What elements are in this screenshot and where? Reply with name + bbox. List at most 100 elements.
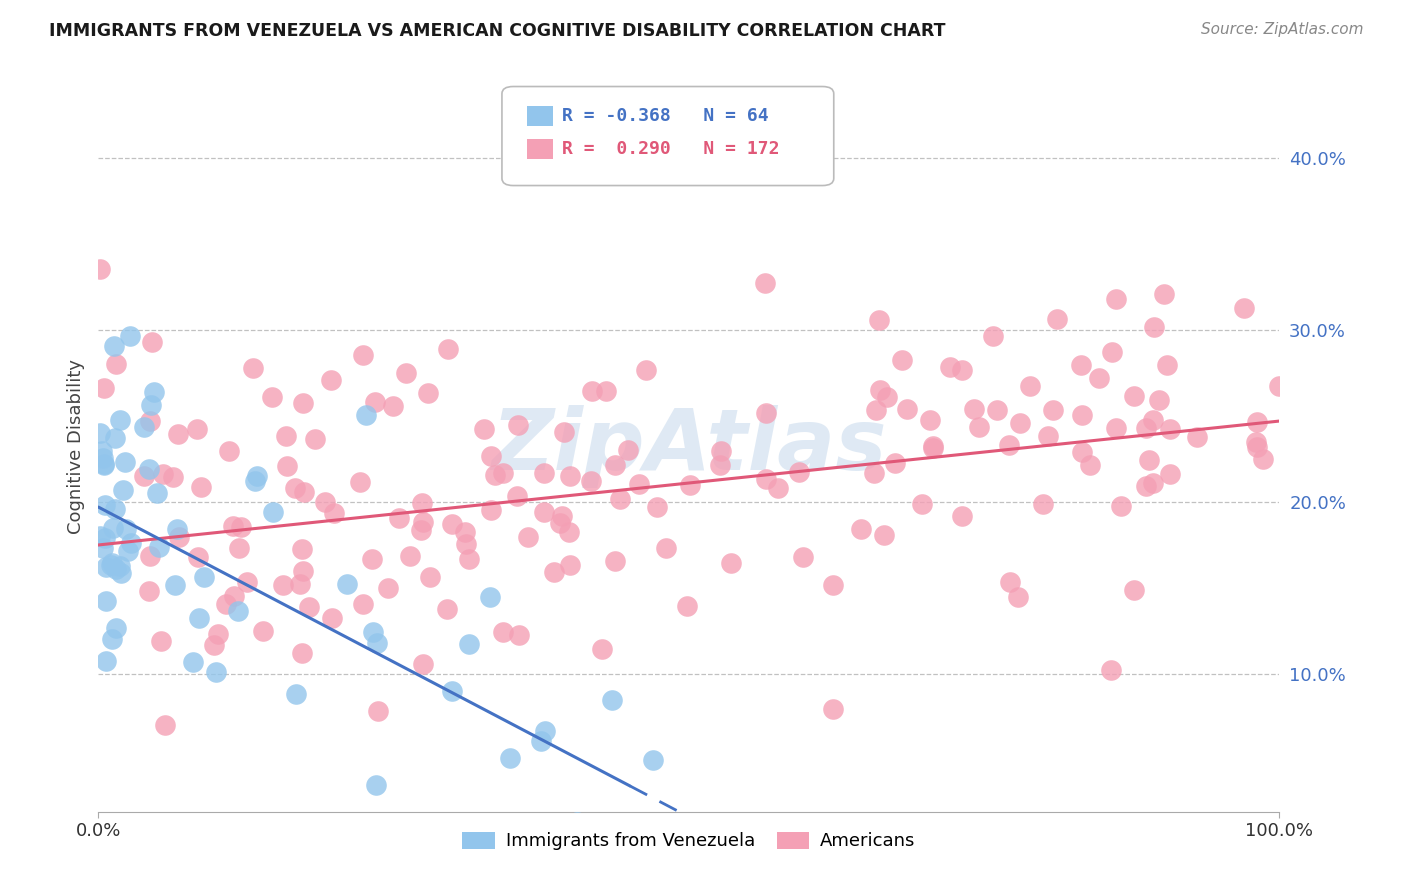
Point [236, 575, 259, 590]
Point [141, 335, 163, 350]
Point [162, 469, 184, 483]
Point [104, 431, 127, 445]
Point [647, 500, 669, 515]
Point [517, 530, 540, 544]
Point [187, 550, 209, 565]
Point [921, 439, 943, 453]
Y-axis label: Cognitive Disability: Cognitive Disability [66, 359, 84, 533]
Point [1159, 422, 1181, 436]
Point [1036, 428, 1059, 442]
Point [112, 483, 135, 497]
Point [101, 632, 124, 647]
Point [412, 657, 434, 672]
Point [93, 381, 115, 395]
Point [412, 515, 434, 529]
Point [242, 360, 264, 375]
Point [565, 814, 588, 829]
Point [1070, 445, 1092, 459]
Point [609, 492, 631, 507]
Point [755, 472, 778, 486]
Point [558, 469, 581, 483]
Point [1046, 311, 1069, 326]
Point [94, 560, 117, 574]
Point [224, 590, 246, 604]
Point [1087, 371, 1109, 385]
Point [352, 597, 374, 611]
Point [655, 541, 678, 555]
Point [792, 549, 814, 564]
Point [868, 313, 890, 327]
Point [228, 541, 250, 555]
Point [679, 478, 702, 492]
Point [1268, 379, 1291, 393]
Point [1105, 421, 1128, 435]
Point [1105, 292, 1128, 306]
Point [869, 383, 891, 397]
Point [222, 519, 245, 533]
Point [218, 443, 240, 458]
Point [755, 406, 778, 420]
Point [146, 486, 169, 500]
Point [1122, 389, 1144, 403]
Point [911, 497, 934, 511]
Point [479, 503, 502, 517]
Point [134, 420, 156, 434]
Point [1246, 415, 1268, 429]
Point [94, 531, 117, 545]
Point [967, 420, 990, 434]
Point [91, 541, 114, 555]
Point [499, 750, 522, 764]
Point [336, 576, 359, 591]
Text: IMMIGRANTS FROM VENEZUELA VS AMERICAN COGNITIVE DISABILITY CORRELATION CHART: IMMIGRANTS FROM VENEZUELA VS AMERICAN CO… [49, 22, 946, 40]
Point [419, 570, 441, 584]
Point [865, 403, 887, 417]
Point [388, 510, 411, 524]
Point [863, 466, 886, 480]
Point [304, 432, 326, 446]
Point [262, 391, 284, 405]
Point [139, 414, 162, 428]
Point [89, 261, 111, 276]
Point [543, 565, 565, 579]
Point [595, 384, 617, 398]
Point [631, 822, 654, 836]
Point [709, 458, 731, 472]
Point [321, 611, 343, 625]
Point [169, 530, 191, 544]
Point [533, 505, 555, 519]
Point [377, 581, 399, 595]
Point [271, 578, 294, 592]
Point [508, 627, 530, 641]
Point [96, 655, 118, 669]
Point [963, 402, 986, 417]
Point [600, 692, 623, 706]
Point [138, 584, 160, 599]
Point [382, 399, 405, 413]
Point [939, 360, 962, 375]
Point [1042, 403, 1064, 417]
Point [91, 444, 114, 458]
Point [291, 541, 314, 556]
Point [139, 549, 162, 563]
Point [193, 570, 215, 584]
Point [950, 363, 973, 377]
Point [205, 665, 228, 679]
Point [873, 527, 896, 541]
Point [1070, 358, 1092, 372]
Point [472, 422, 495, 436]
Point [1122, 582, 1144, 597]
Point [354, 408, 377, 422]
Point [1000, 575, 1022, 590]
Point [675, 599, 697, 613]
Point [1007, 590, 1029, 604]
Point [120, 536, 142, 550]
Point [1109, 499, 1132, 513]
Point [643, 753, 665, 767]
Point [89, 426, 111, 441]
Text: Source: ZipAtlas.com: Source: ZipAtlas.com [1201, 22, 1364, 37]
Point [181, 655, 204, 669]
Point [284, 481, 307, 495]
Point [139, 398, 162, 412]
Point [1010, 417, 1032, 431]
Point [292, 396, 315, 410]
